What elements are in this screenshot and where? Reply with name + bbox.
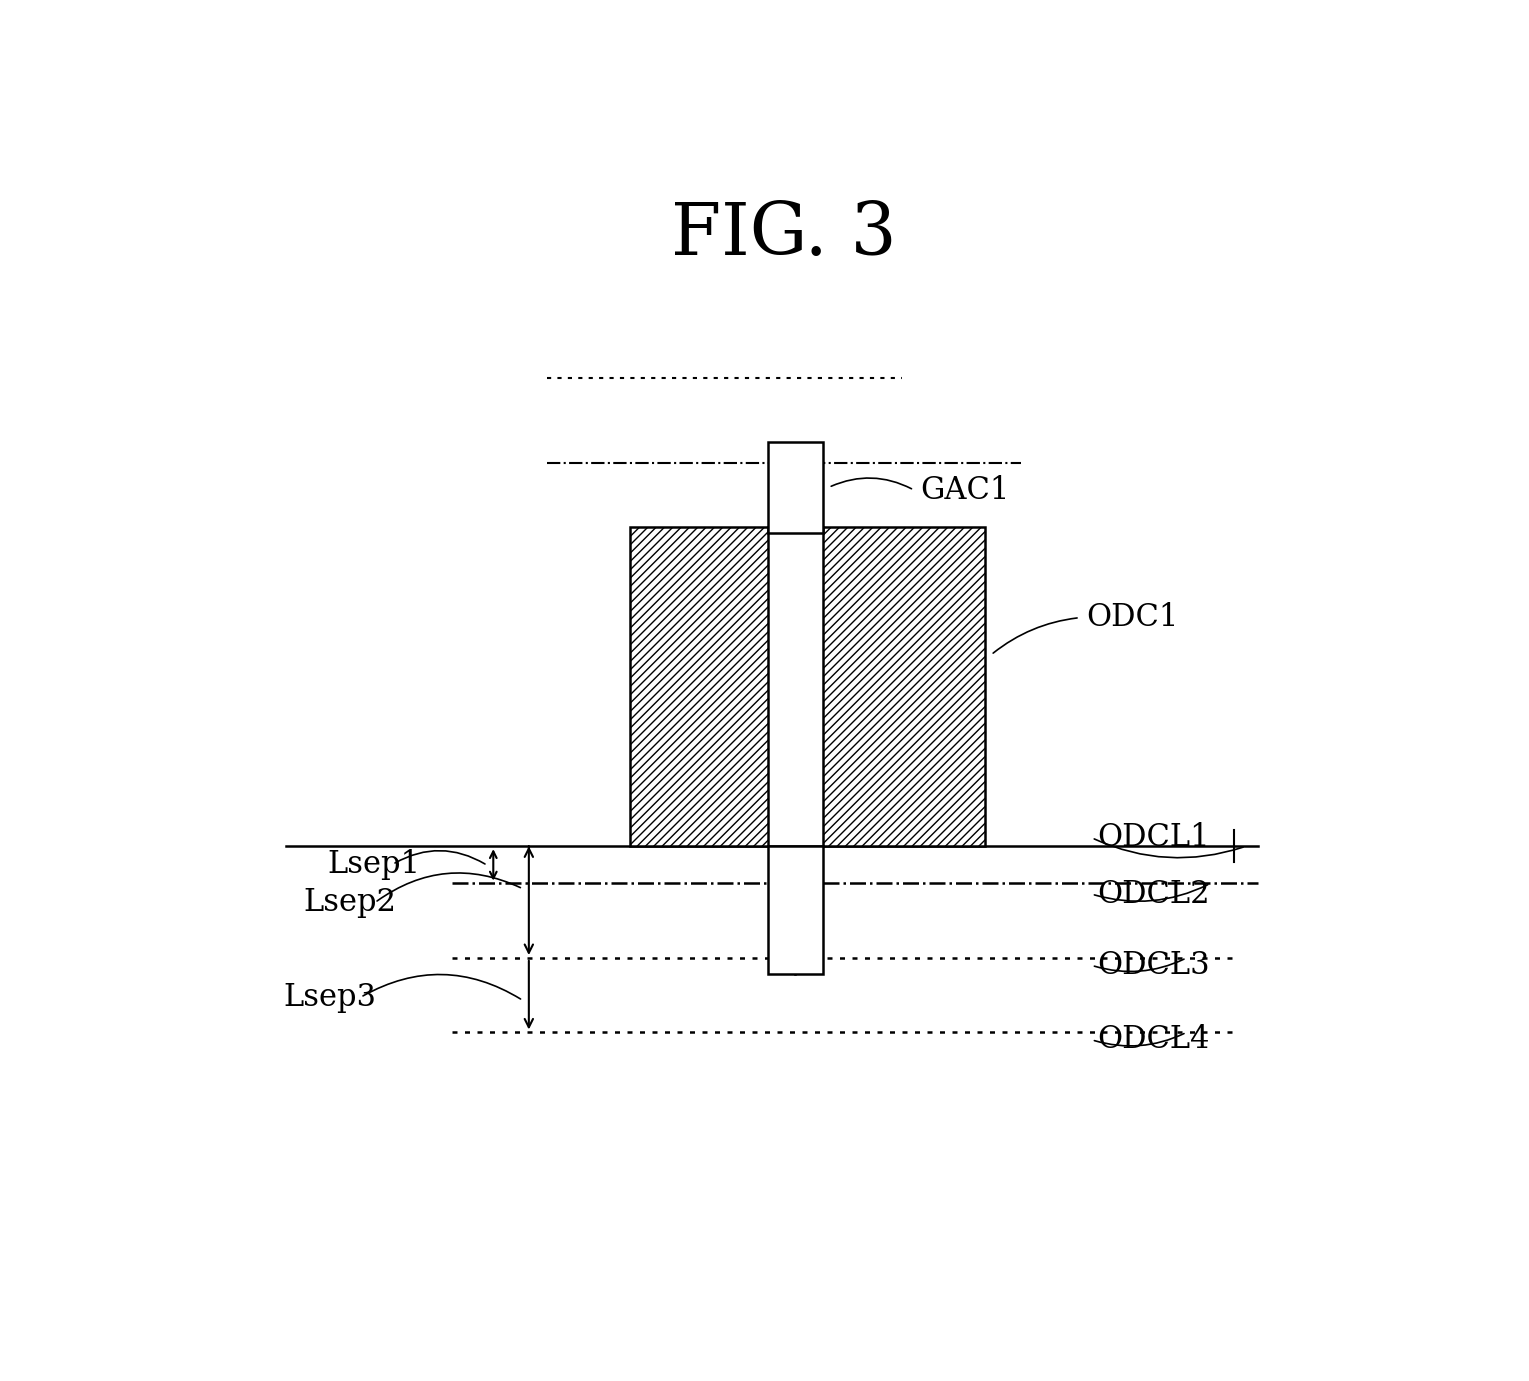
Text: GAC1: GAC1 [920, 475, 1009, 505]
Text: ODC1: ODC1 [1086, 602, 1179, 632]
Text: Lsep2: Lsep2 [304, 887, 396, 918]
Text: FIG. 3: FIG. 3 [671, 200, 896, 271]
Text: ODCL2: ODCL2 [1098, 878, 1211, 910]
Bar [630, 528, 985, 847]
Text: Lsep1: Lsep1 [327, 849, 420, 880]
Text: ODCL4: ODCL4 [1098, 1025, 1209, 1055]
Bar [768, 442, 823, 533]
Text: ODCL1: ODCL1 [1098, 822, 1211, 853]
Text: ODCL3: ODCL3 [1098, 950, 1211, 981]
Bar [768, 847, 823, 974]
Text: Lsep3: Lsep3 [283, 982, 376, 1012]
Bar [768, 528, 823, 847]
